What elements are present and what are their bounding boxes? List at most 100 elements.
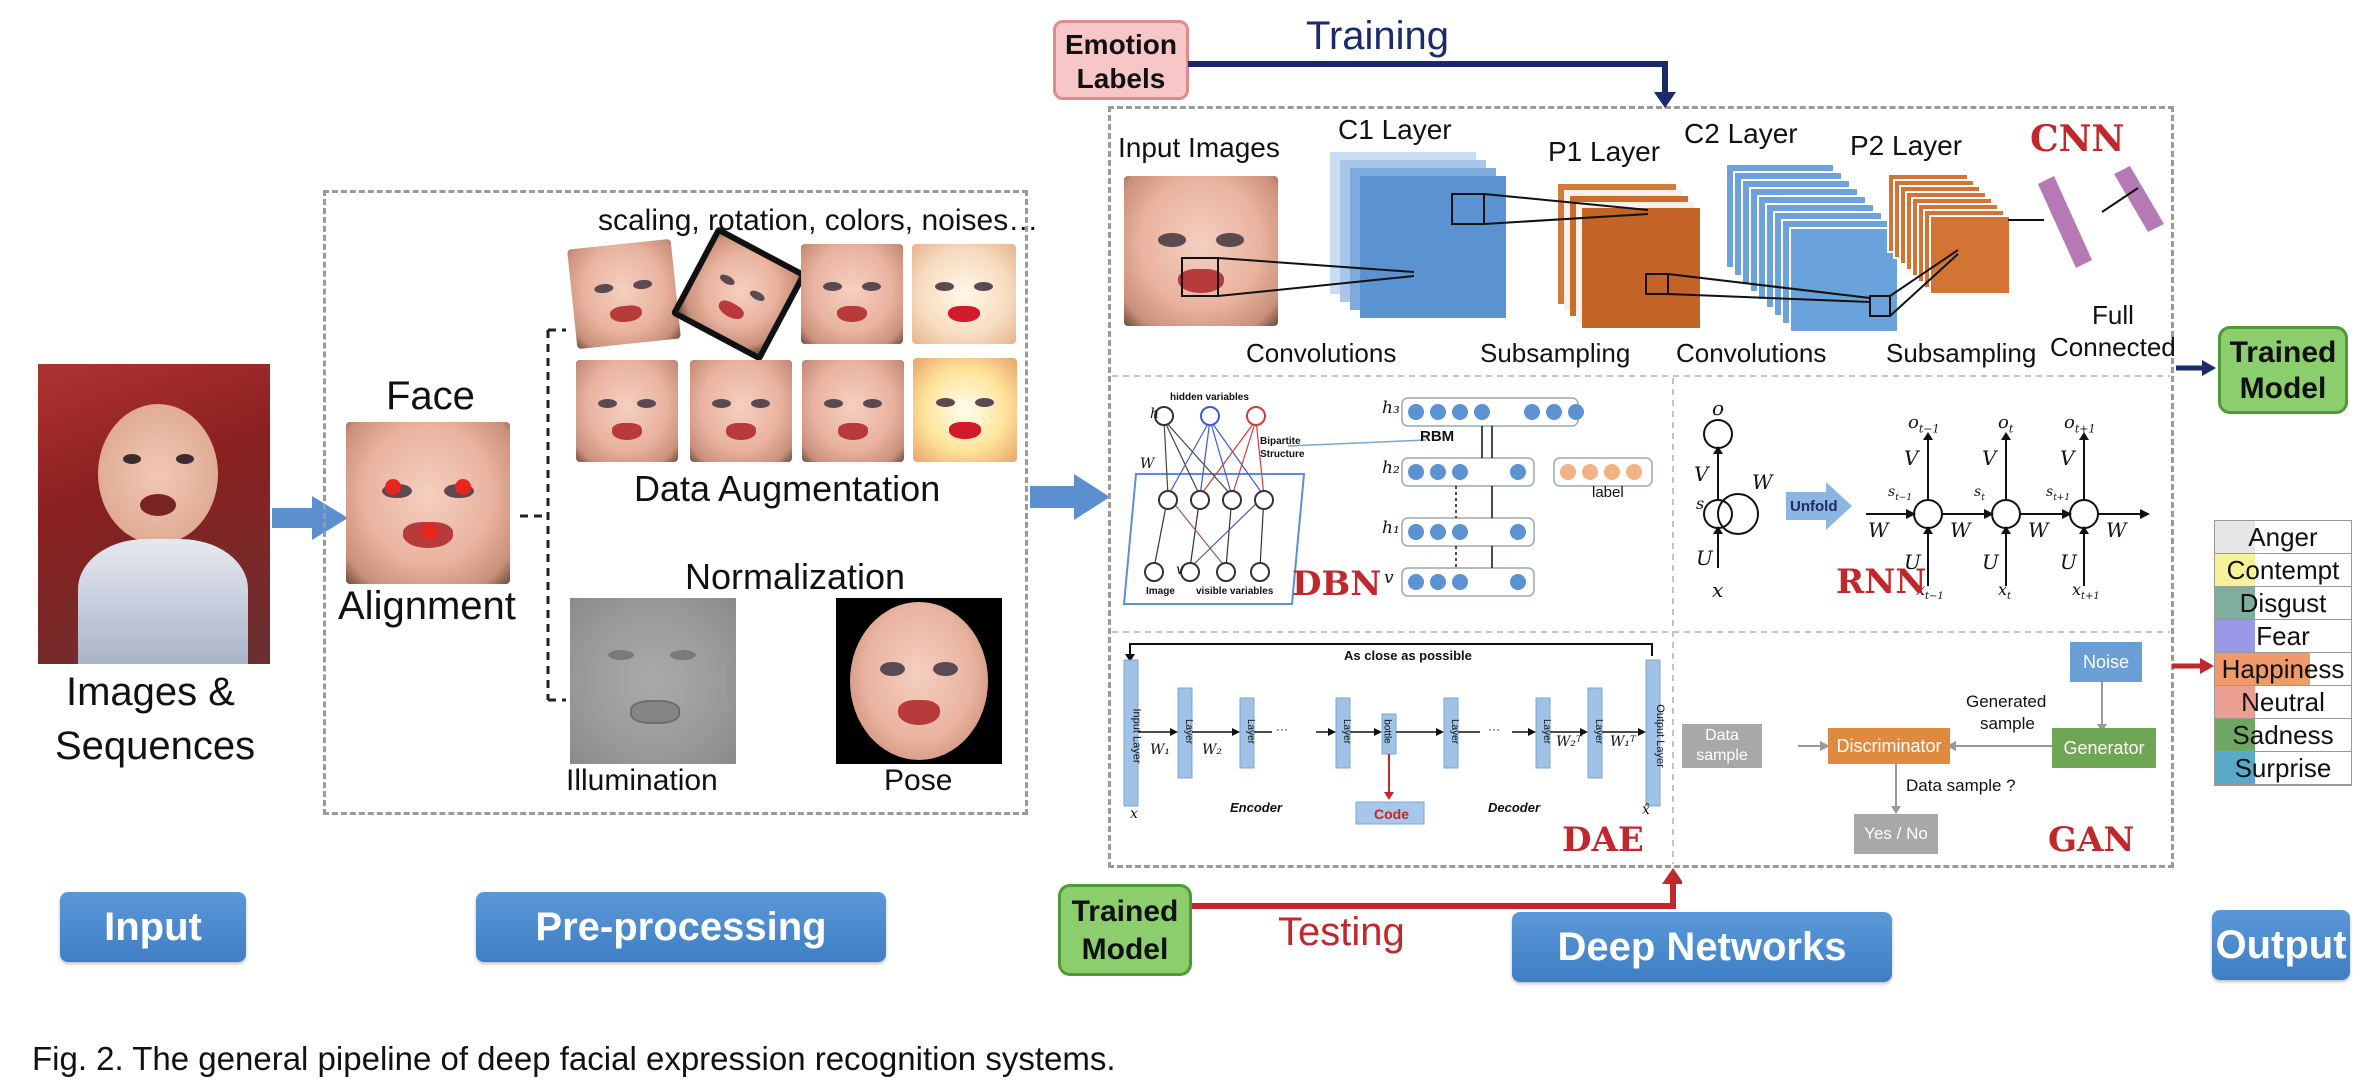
rnn-unfold: Unfold: [1790, 498, 1838, 515]
testing-label: Testing: [1278, 910, 1405, 954]
aug-image-1: [567, 238, 681, 350]
gan-noise-box: Noise: [2070, 642, 2142, 682]
preprocessing-panel: [323, 190, 1028, 815]
rnn-x-prev-sub: t−1: [1925, 591, 1944, 603]
cnn-input-images-label: Input Images: [1118, 132, 1280, 163]
gan-noise: Noise: [2082, 651, 2130, 672]
rnn-s-next-sub: t+1: [2053, 492, 2071, 503]
cnn-full-line1: Full: [2092, 300, 2134, 330]
pose-image: [836, 598, 1002, 764]
emotion-list: Anger Contempt Disgust Fear Happiness Neutral…: [2214, 520, 2352, 786]
aug-image-3: [801, 244, 903, 344]
emotion-label: Neutral: [2241, 687, 2325, 717]
dae-as-close: As close as possible: [1344, 648, 1472, 663]
arrow-input-to-preprocessing: [272, 496, 348, 540]
rnn-u-3: U: [2060, 550, 2077, 574]
rnn-s-prev-sub: t−1: [1895, 492, 1913, 503]
data-augmentation-label: Data Augmentation: [634, 468, 941, 509]
rnn-o-prev-base: o: [1908, 412, 1919, 433]
gan-discriminator: Discriminator: [1836, 735, 1942, 756]
rnn-x-prev: xt−1: [1916, 580, 1944, 602]
rnn-s-t: st: [1974, 484, 1985, 503]
emotion-color-swatch: [2215, 686, 2255, 718]
dae-layer-3: Layer: [1341, 718, 1353, 745]
dae-x: x: [1130, 806, 1138, 822]
cnn-c1-label: C1 Layer: [1338, 114, 1452, 145]
rnn-w-1: W: [1868, 518, 1889, 542]
emotion-row: Happiness: [2215, 653, 2351, 686]
dae-layer-4: Layer: [1449, 718, 1461, 745]
emotion-color-swatch: [2215, 653, 2311, 685]
emotion-color-swatch: [2215, 587, 2255, 619]
dbn-w: W: [1140, 456, 1155, 472]
dbn-name: DBN: [1292, 564, 1382, 604]
illumination-image: [570, 598, 736, 764]
illumination-label: Illumination: [566, 764, 718, 797]
trained-model-top-line1: Trained: [2229, 336, 2337, 369]
emotion-row: Surprise: [2215, 752, 2351, 785]
dae-layer-2: Layer: [1245, 718, 1257, 745]
rnn-v-2: V: [1982, 446, 1997, 470]
rnn-u-1: U: [1904, 550, 1921, 574]
gan-data-sample-line1: Data: [1705, 727, 1739, 744]
rnn-s-next: st+1: [2046, 484, 2070, 503]
cnn-c2-label: C2 Layer: [1684, 118, 1798, 149]
dae-xhat: x̂: [1642, 802, 1650, 818]
dbn-visible-variables: visible variables: [1196, 586, 1274, 597]
aug-image-6: [690, 360, 792, 462]
emotion-label: Disgust: [2239, 588, 2327, 618]
training-arrow: [1188, 61, 1676, 108]
gan-name: GAN: [2048, 820, 2135, 860]
dae-dots-1: ···: [1276, 722, 1288, 736]
emotion-color-swatch: [2215, 719, 2255, 751]
cnn-p1-label: P1 Layer: [1548, 136, 1661, 167]
gan-generator: Generator: [2063, 737, 2145, 758]
rnn-x-t: xt: [1998, 580, 2011, 602]
dbn-h: h: [1150, 406, 1160, 422]
emotion-label: Anger: [2248, 522, 2318, 552]
dae-input-layer: Input Layer: [1130, 708, 1143, 764]
dbn-h2: h₂: [1382, 458, 1400, 478]
gan-data-sample-box: Data sample: [1682, 724, 1762, 768]
rnn-o-t-sub: t: [2008, 422, 2014, 436]
rnn-s-t-sub: t: [1981, 492, 1985, 503]
emotion-label: Contempt: [2226, 555, 2340, 585]
emotion-labels-line1: Emotion: [1065, 29, 1177, 60]
gan-data-sample-q: Data sample ?: [1906, 776, 2016, 795]
rnn-s-t-base: s: [1974, 484, 1982, 500]
stage-deep-networks: Deep Networks: [1512, 912, 1892, 982]
rnn-v-3: V: [2060, 446, 2075, 470]
trained-model-bottom-line2: Model: [1081, 933, 1169, 966]
gan-discriminator-box: Discriminator: [1828, 728, 1950, 764]
arrow-to-trained-model: [2176, 360, 2216, 376]
rnn-s-next-base: s: [2046, 484, 2054, 500]
cnn-convolutions-1: Convolutions: [1246, 338, 1397, 368]
rnn-s: s: [1696, 494, 1705, 513]
emotion-row: Fear: [2215, 620, 2351, 653]
gan-generated-line1: Generated: [1966, 692, 2047, 711]
rnn-x-t-base: x: [1998, 580, 2008, 599]
rnn-s-prev-base: s: [1888, 484, 1896, 500]
input-caption-line2: Sequences: [55, 724, 256, 768]
aug-image-8: [913, 358, 1017, 462]
dbn-label: label: [1592, 484, 1624, 501]
alignment-label: Alignment: [338, 584, 516, 628]
dae-layer-6: Layer: [1593, 718, 1605, 745]
dae-bottle: bottle: [1381, 719, 1393, 744]
dae-w2t: W₂ᵀ: [1556, 734, 1582, 750]
input-photo: [38, 364, 270, 664]
dbn-v-layer: v: [1384, 568, 1394, 588]
figure-caption: Fig. 2. The general pipeline of deep fac…: [32, 1040, 1116, 1077]
stage-output: Output: [2212, 910, 2350, 980]
arrow-to-output: [2172, 658, 2214, 674]
dbn-bipartite-line2: Structure: [1260, 449, 1305, 460]
rnn-x-next: xt+1: [2072, 580, 2100, 602]
rnn-o-next-sub: t+1: [2074, 422, 2096, 436]
rnn-o-next: ot+1: [2064, 412, 2095, 436]
emotion-row: Sadness: [2215, 719, 2351, 752]
gan-yes-no: Yes / No: [1864, 824, 1928, 843]
aug-image-5: [576, 360, 678, 462]
aug-image-7: [802, 360, 904, 462]
dbn-hidden-variables: hidden variables: [1170, 392, 1249, 403]
dae-layer-1: Layer: [1183, 718, 1195, 745]
